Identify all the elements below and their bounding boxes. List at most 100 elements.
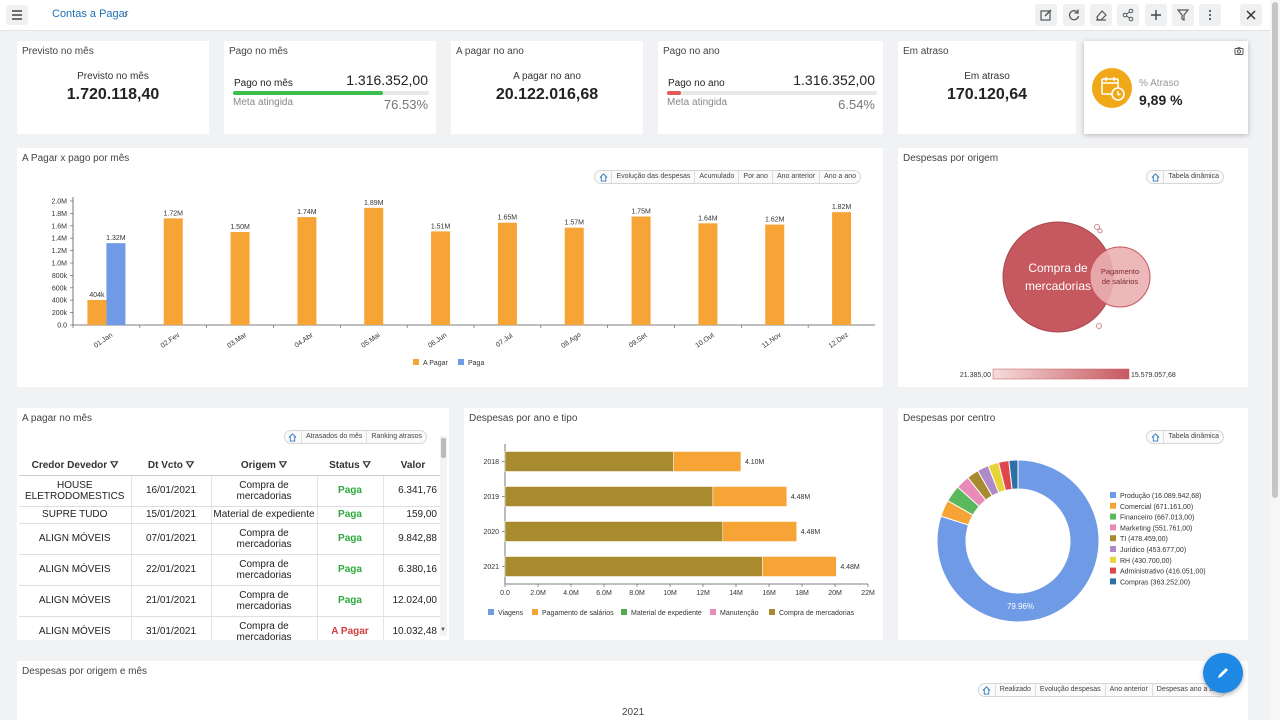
- bar-a-pagar[interactable]: [832, 212, 852, 325]
- home-icon[interactable]: [1147, 431, 1163, 443]
- cell-dt-vcto: 16/01/2021: [131, 475, 212, 507]
- chip-por-ano[interactable]: Por ano: [738, 171, 772, 183]
- bar-segment[interactable]: [712, 486, 788, 507]
- col-header-origem[interactable]: Origem ⛛: [211, 456, 317, 476]
- bar-a-pagar[interactable]: [297, 217, 317, 325]
- col-header-credor[interactable]: Credor Devedor ⛛: [19, 456, 131, 476]
- menu-button[interactable]: [6, 5, 28, 25]
- bar-segment[interactable]: [504, 486, 714, 507]
- x-tick-label: 4.0M: [563, 590, 579, 597]
- chart-title: Despesas por ano e tipo: [469, 413, 578, 424]
- home-icon[interactable]: [285, 431, 301, 443]
- bar-segment[interactable]: [504, 451, 674, 472]
- donut-slice[interactable]: [936, 459, 1100, 623]
- table-scrollbar[interactable]: ▼: [440, 436, 447, 636]
- clear-filters-button[interactable]: [1090, 4, 1112, 26]
- chip-evolucao-despesas[interactable]: Evolução despesas: [1034, 684, 1105, 696]
- close-button[interactable]: [1240, 4, 1262, 26]
- legend-swatch: [1110, 502, 1116, 509]
- bar-a-pagar[interactable]: [230, 232, 250, 325]
- donut-slice[interactable]: [1008, 459, 1019, 490]
- camera-icon[interactable]: [1234, 46, 1244, 56]
- y-tick-label: 1.6M: [51, 223, 67, 230]
- chip-evolucao[interactable]: Evolução das despesas: [611, 171, 694, 183]
- bar-segment[interactable]: [504, 556, 763, 577]
- bar-segment[interactable]: [504, 521, 724, 542]
- table-row[interactable]: ALIGN MÓVEIS 31/01/2021 Compra de mercad…: [19, 616, 443, 640]
- bubble-pagamento-salarios[interactable]: [1089, 246, 1151, 308]
- bar-a-pagar[interactable]: [564, 227, 584, 325]
- legend-swatch: [1110, 535, 1116, 542]
- add-button[interactable]: [1145, 4, 1167, 26]
- bar-a-pagar[interactable]: [163, 218, 183, 325]
- scroll-down-icon[interactable]: ▼: [440, 627, 446, 633]
- kpi-card-pct-atraso[interactable]: % Atraso 9,89 %: [1084, 41, 1248, 134]
- chip-atrasados-mes[interactable]: Atrasados do mês: [300, 431, 366, 443]
- filter-button[interactable]: [1172, 4, 1194, 26]
- chip-acumulado[interactable]: Acumulado: [694, 171, 738, 183]
- bar-a-pagar[interactable]: [431, 231, 451, 325]
- kpi-value: 1.720.118,40: [66, 86, 160, 103]
- bubble-small[interactable]: [1094, 224, 1100, 230]
- breadcrumb[interactable]: Contas a Pagar: [52, 8, 129, 20]
- bar-value-label: 1.62M: [765, 217, 785, 224]
- col-header-dt-vcto[interactable]: Dt Vcto ⛛: [131, 456, 211, 476]
- bar-a-pagar[interactable]: [87, 299, 107, 325]
- bar-segment[interactable]: [722, 521, 797, 542]
- bar-a-pagar[interactable]: [364, 207, 384, 325]
- share-button[interactable]: [1117, 4, 1139, 26]
- edit-button[interactable]: [1035, 4, 1057, 26]
- more-options-button[interactable]: [1199, 4, 1221, 26]
- edit-fab-button[interactable]: [1203, 653, 1243, 693]
- col-header-valor[interactable]: Valor: [383, 456, 443, 476]
- progress-value: 1.316.352,00: [346, 72, 428, 88]
- chip-ano-a-ano[interactable]: Ano a ano: [819, 171, 860, 183]
- table-row[interactable]: SUPRE TUDO 15/01/2021 Material de expedi…: [19, 506, 443, 524]
- chip-tabela-dinamica[interactable]: Tabela dinâmica: [1163, 171, 1223, 183]
- cell-dt-vcto: 07/01/2021: [131, 523, 212, 555]
- page-scrollbar-thumb[interactable]: [1272, 2, 1278, 498]
- chip-despesas-ano-a-ano[interactable]: Despesas ano a ano: [1151, 684, 1225, 696]
- bubble-label: de salários: [1102, 277, 1139, 286]
- table-row[interactable]: HOUSE ELETRODOMESTICS 16/01/2021 Compra …: [19, 475, 443, 507]
- bar-a-pagar[interactable]: [497, 222, 517, 325]
- home-icon[interactable]: [1147, 171, 1163, 183]
- home-icon[interactable]: [979, 684, 995, 696]
- table-scrollbar-thumb[interactable]: [441, 438, 446, 458]
- chip-ano-anterior[interactable]: Ano anterior: [771, 171, 819, 183]
- bar-a-pagar[interactable]: [631, 216, 651, 326]
- filter-icon[interactable]: ⛛: [362, 459, 371, 471]
- bar-segment[interactable]: [673, 451, 742, 472]
- x-tick-label: 6.0M: [596, 590, 612, 597]
- filter-icon[interactable]: ⛛: [109, 459, 119, 471]
- bar-a-pagar[interactable]: [698, 223, 718, 325]
- bubble-small[interactable]: [1096, 323, 1102, 329]
- filter-icon[interactable]: ⛛: [185, 459, 195, 471]
- progress-bar: [667, 91, 877, 95]
- chip-ano-anterior[interactable]: Ano anterior: [1104, 684, 1152, 696]
- kpi-card-pago-mes: Pago no mês Pago no mês 1.316.352,00 Met…: [224, 41, 436, 134]
- bubble-small[interactable]: [1097, 228, 1103, 234]
- y-tick-label: 200k: [52, 310, 68, 317]
- table-row[interactable]: ALIGN MÓVEIS 21/01/2021 Compra de mercad…: [19, 585, 443, 617]
- cell-credor: ALIGN MÓVEIS: [19, 523, 132, 555]
- meta-label: Meta atingida: [667, 97, 728, 108]
- bar-segment[interactable]: [762, 556, 837, 577]
- table-row[interactable]: ALIGN MÓVEIS 22/01/2021 Compra de mercad…: [19, 554, 443, 586]
- bar-paga[interactable]: [106, 243, 126, 325]
- y-tick-label: 2021: [483, 564, 499, 571]
- chip-realizado[interactable]: Realizado: [994, 684, 1035, 696]
- filter-icon[interactable]: ⛛: [278, 459, 288, 471]
- refresh-button[interactable]: [1063, 4, 1085, 26]
- home-icon[interactable]: [595, 171, 611, 183]
- chart-card-ano-tipo: Despesas por ano e tipo 0.0 2.0M 4.0M 6.0M 8…: [464, 408, 883, 640]
- chip-ranking-atrasos[interactable]: Ranking atrasos: [366, 431, 426, 443]
- color-scale-min: 21.385,00: [960, 372, 991, 379]
- payables-table: Credor Devedor ⛛ Dt Vcto ⛛ Origem ⛛ Stat…: [19, 456, 443, 640]
- col-header-status[interactable]: Status ⛛: [317, 456, 383, 476]
- y-tick-label: 400k: [52, 298, 68, 305]
- chip-tabela-dinamica[interactable]: Tabela dinâmica: [1163, 431, 1223, 443]
- progress-bar-fill: [233, 91, 383, 95]
- bar-a-pagar[interactable]: [765, 224, 785, 325]
- table-row[interactable]: ALIGN MÓVEIS 07/01/2021 Compra de mercad…: [19, 523, 443, 555]
